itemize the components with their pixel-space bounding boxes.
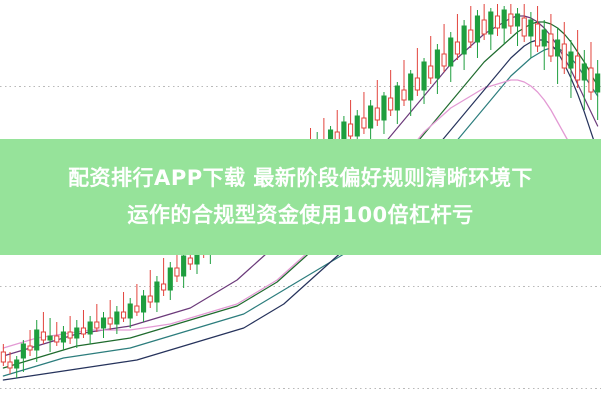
- candle: [474, 10, 481, 58]
- candle: [468, 6, 474, 48]
- candle: [454, 14, 460, 60]
- candle: [481, 4, 487, 40]
- candle: [141, 290, 147, 322]
- candle: [0, 344, 6, 366]
- candle: [147, 270, 153, 308]
- candle: [374, 80, 380, 126]
- candle: [595, 60, 601, 120]
- candle: [181, 250, 187, 288]
- candle: [414, 48, 420, 96]
- candle: [508, 4, 514, 34]
- candle: [381, 92, 387, 134]
- candle: [494, 4, 501, 36]
- candle: [14, 356, 20, 378]
- candle: [100, 312, 107, 338]
- candle: [501, 6, 507, 44]
- candle: [34, 320, 40, 362]
- candle: [448, 32, 454, 82]
- candle: [7, 352, 13, 374]
- candle: [54, 322, 60, 346]
- candle: [555, 28, 561, 84]
- banner-headline-line2: 运作的合规型资金使用100倍杠杆亏: [127, 203, 474, 227]
- candle: [27, 330, 33, 356]
- candle: [421, 58, 427, 104]
- candle: [80, 310, 87, 338]
- candle: [361, 92, 367, 134]
- candle: [67, 316, 73, 344]
- candle: [107, 300, 113, 330]
- candle: [47, 318, 53, 352]
- candle: [588, 42, 594, 100]
- candle: [388, 70, 394, 116]
- candle: [167, 262, 173, 300]
- candle: [568, 40, 574, 98]
- candle: [461, 20, 467, 70]
- candle: [114, 306, 120, 334]
- candle: [528, 12, 534, 58]
- candle: [521, 4, 527, 42]
- candle: [20, 340, 26, 372]
- candle: [87, 316, 93, 344]
- candle: [161, 258, 167, 296]
- candle: [40, 312, 46, 344]
- candle: [408, 70, 414, 116]
- candle: [488, 8, 494, 50]
- candle: [541, 20, 547, 70]
- candle: [394, 82, 400, 124]
- candle: [74, 320, 80, 348]
- candle: [120, 292, 127, 322]
- candle: [94, 304, 100, 332]
- candle: [401, 60, 407, 106]
- candle: [134, 284, 140, 316]
- ma-line-MA-darkgreen: [2, 21, 599, 369]
- candle: [127, 298, 133, 328]
- candle: [154, 276, 160, 312]
- candle: [60, 326, 67, 350]
- candle: [581, 50, 587, 110]
- candle: [575, 30, 581, 88]
- candle: [514, 8, 521, 46]
- ma-line-MA-pink: [2, 79, 599, 349]
- promo-banner: 配资排行APP下载 最新阶段偏好规则清晰环境下 运作的合规型资金使用100倍杠杆…: [0, 139, 601, 255]
- ma-line-MA-navy: [2, 39, 599, 381]
- candle: [368, 100, 374, 142]
- banner-headline-line1: 配资排行APP下载 最新阶段偏好规则清晰环境下: [68, 166, 533, 190]
- candle: [534, 6, 541, 52]
- ma-line-MA-teal: [2, 47, 599, 377]
- candle: [428, 36, 434, 84]
- candle: [434, 44, 440, 94]
- candle: [561, 22, 567, 74]
- candle: [548, 14, 554, 62]
- candle: [441, 24, 447, 72]
- candle: [348, 100, 354, 142]
